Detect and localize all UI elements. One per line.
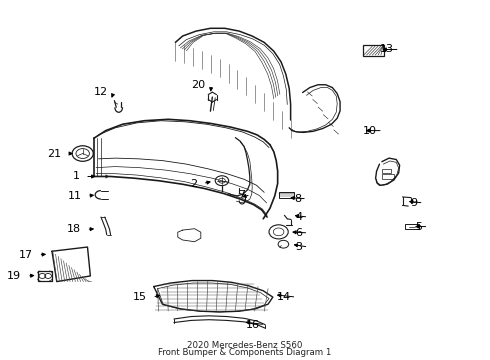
Bar bbox=[279, 192, 294, 198]
Text: 12: 12 bbox=[94, 87, 108, 97]
Bar bbox=[405, 224, 419, 229]
Text: 21: 21 bbox=[48, 149, 62, 158]
Text: 4: 4 bbox=[295, 212, 303, 222]
Text: 7: 7 bbox=[238, 190, 245, 200]
Text: 5: 5 bbox=[416, 221, 423, 231]
Bar bbox=[382, 170, 391, 173]
Text: 11: 11 bbox=[68, 191, 82, 201]
Text: 10: 10 bbox=[363, 126, 377, 136]
Text: 14: 14 bbox=[276, 292, 291, 302]
Text: 16: 16 bbox=[245, 320, 259, 330]
Text: 1: 1 bbox=[73, 171, 79, 181]
Text: 13: 13 bbox=[380, 45, 394, 54]
Text: 15: 15 bbox=[133, 292, 147, 302]
Text: 17: 17 bbox=[19, 250, 33, 260]
Text: 18: 18 bbox=[67, 224, 81, 234]
Text: 2: 2 bbox=[190, 179, 197, 189]
Text: 2020 Mercedes-Benz S560: 2020 Mercedes-Benz S560 bbox=[187, 341, 303, 350]
Text: 3: 3 bbox=[295, 242, 303, 252]
Text: 20: 20 bbox=[192, 80, 206, 90]
Text: 8: 8 bbox=[294, 194, 301, 204]
Text: 6: 6 bbox=[295, 228, 303, 238]
Text: 19: 19 bbox=[7, 271, 21, 281]
Text: Front Bumper & Components Diagram 1: Front Bumper & Components Diagram 1 bbox=[158, 348, 332, 357]
Bar bbox=[382, 174, 394, 179]
Text: 9: 9 bbox=[411, 198, 418, 208]
